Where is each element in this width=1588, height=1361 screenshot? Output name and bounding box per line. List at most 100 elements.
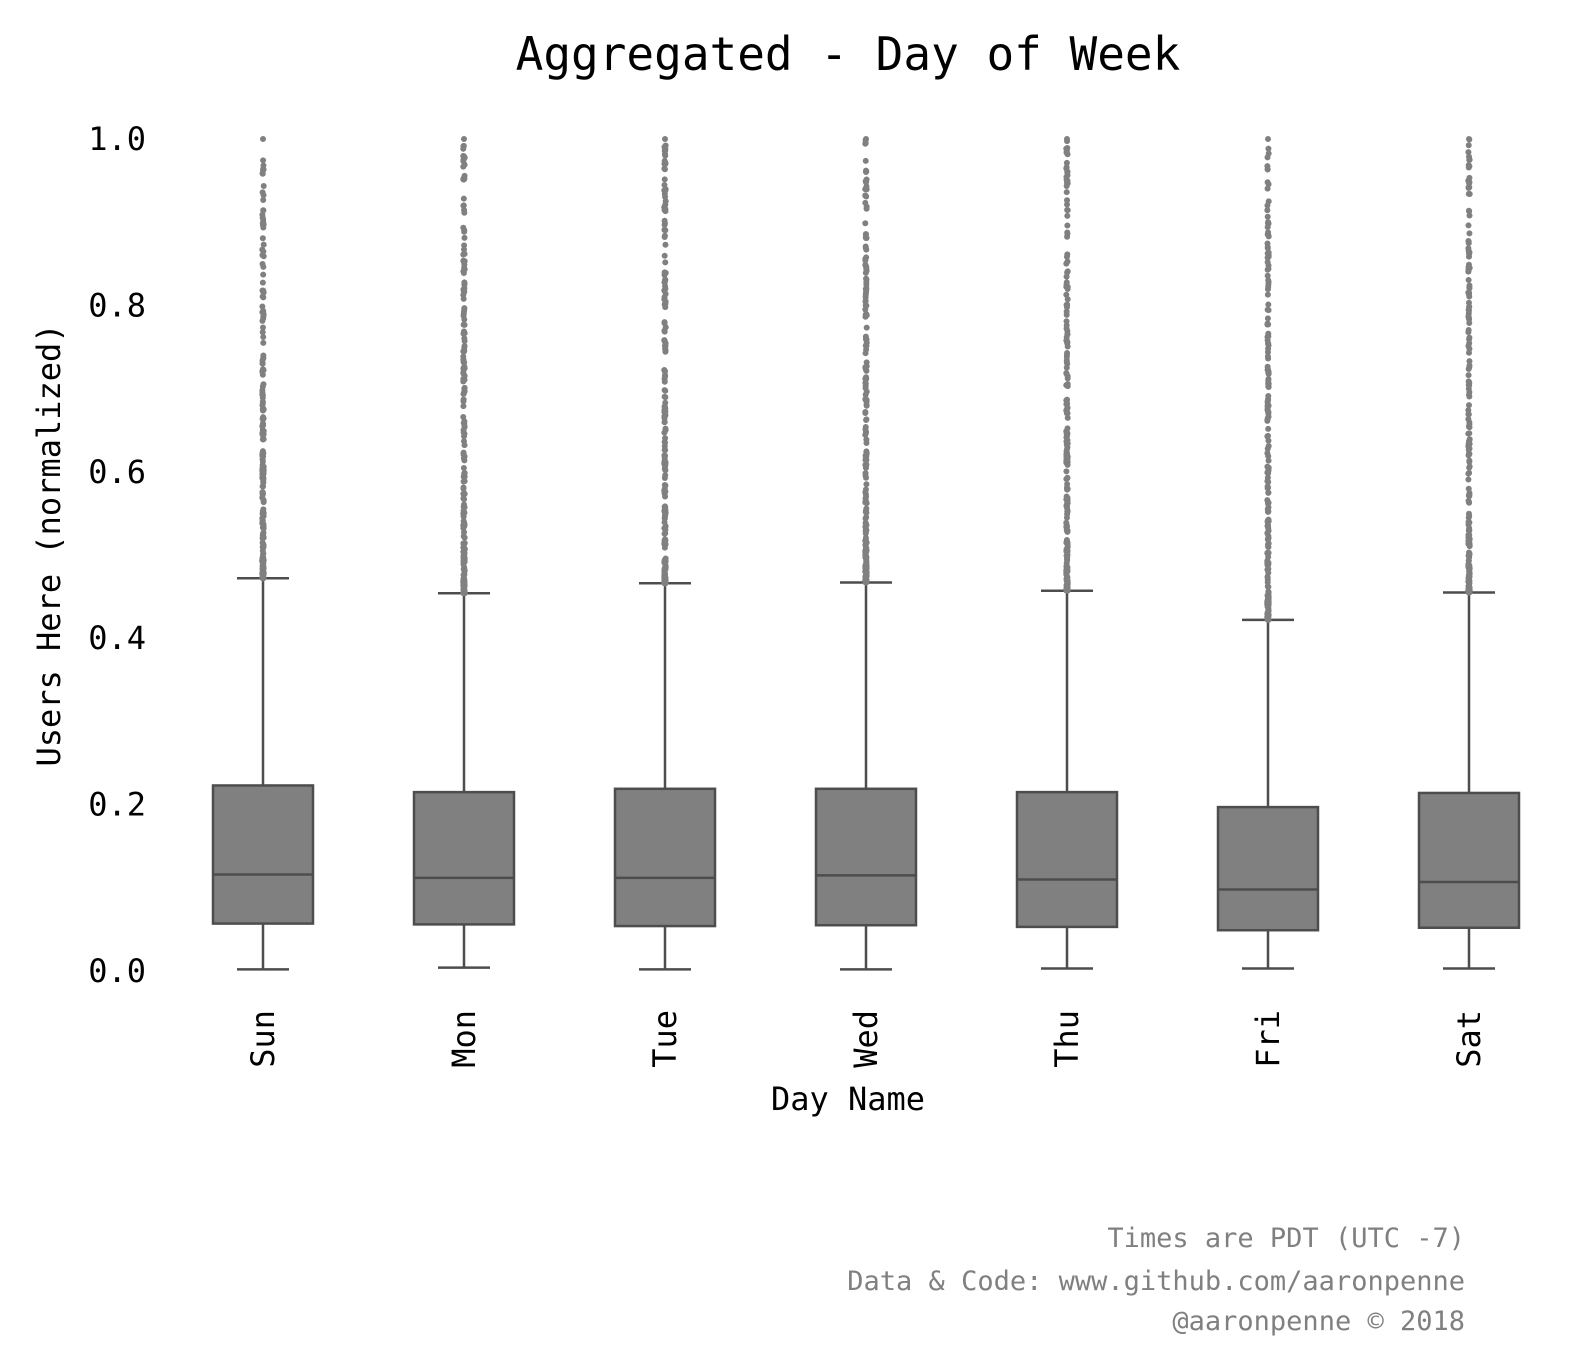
outlier-point [460,370,467,377]
outlier-point [260,248,267,255]
outlier-point [661,438,668,445]
outlier-point [460,582,467,589]
outlier-points [661,136,669,587]
outlier-point [862,192,869,199]
outlier-point [1265,233,1272,240]
outlier-point [661,413,668,420]
outlier-point [460,142,467,149]
outlier-point [1264,550,1271,557]
outlier-point [1465,476,1472,483]
outlier-point [461,442,468,449]
outlier-point [461,174,468,181]
outlier-point [1264,559,1271,566]
outlier-point [1265,499,1272,506]
outlier-point [1265,583,1272,590]
outlier-point [461,264,468,271]
outlier-point [461,470,468,477]
outlier-point [460,353,467,360]
outlier-point [1265,605,1272,612]
outlier-point [1064,400,1071,407]
outlier-point [862,333,869,340]
box-fri [1216,136,1320,970]
box-tue [613,136,717,971]
outlier-point [1466,570,1473,577]
outlier-point [1063,587,1070,594]
outlier-point [461,529,468,536]
outlier-point [863,342,870,349]
outlier-point [661,328,668,335]
outlier-point [863,493,870,500]
outlier-point [661,233,668,240]
outlier-point [1063,147,1070,154]
outlier-point [863,276,870,283]
outlier-point [1063,302,1070,309]
outlier-points [862,136,870,586]
outlier-point [1064,169,1071,176]
outlier-point [662,536,669,543]
outlier-point [1264,213,1271,220]
outlier-point [661,279,668,286]
outlier-point [661,488,668,495]
outlier-point [260,253,267,260]
outlier-point [662,565,669,572]
box-sat [1417,136,1521,970]
outlier-point [1264,315,1271,322]
outlier-point [1064,233,1071,240]
outlier-point [1465,142,1472,149]
x-tick-label: Tue [646,1010,684,1068]
outlier-point [461,553,468,560]
outlier-points [1264,136,1272,623]
outlier-point [461,589,468,596]
outlier-point [662,152,669,159]
x-tick-label: Sun [244,1010,282,1068]
outlier-point [1063,539,1070,546]
outlier-point [461,316,468,323]
outlier-point [1265,569,1272,576]
outlier-point [1466,458,1473,465]
outlier-point [1064,328,1071,335]
outlier-point [1064,557,1071,564]
outlier-point [661,458,668,465]
outlier-point [662,285,669,292]
outlier-point [1466,190,1473,197]
outlier-point [461,209,468,216]
outlier-point [1064,527,1071,534]
outlier-point [1265,525,1272,532]
outlier-point [662,269,669,276]
outlier-point [1466,469,1473,476]
outlier-point [259,189,266,196]
outlier-point [661,176,668,183]
outlier-point [260,557,267,564]
outlier-point [862,391,869,398]
outlier-point [862,297,869,304]
outlier-point [1265,443,1272,450]
outlier-point [1466,393,1473,400]
outlier-point [460,398,467,405]
outlier-point [1064,474,1071,481]
outlier-point [1064,410,1071,417]
outlier-point [862,380,869,387]
x-tick-label: Thu [1048,1010,1086,1068]
outlier-point [1466,389,1473,396]
outlier-point [1265,383,1272,390]
outlier-point [260,218,267,225]
outlier-point [1063,159,1070,166]
outlier-point [662,368,669,375]
outlier-point [661,294,668,301]
outlier-point [1465,222,1472,229]
outlier-point [1064,499,1071,506]
outlier-point [1465,326,1472,333]
outlier-point [1063,164,1070,171]
outlier-point [1465,446,1472,453]
outlier-point [260,407,267,414]
outlier-point [1466,153,1473,160]
outlier-point [461,509,468,516]
outlier-point [1466,358,1473,365]
outlier-point [259,235,266,242]
outlier-point [260,271,267,278]
outlier-point [1063,173,1070,180]
outlier-point [863,452,870,459]
outlier-point [661,319,668,326]
outlier-point [460,224,467,231]
outlier-point [1466,163,1473,170]
